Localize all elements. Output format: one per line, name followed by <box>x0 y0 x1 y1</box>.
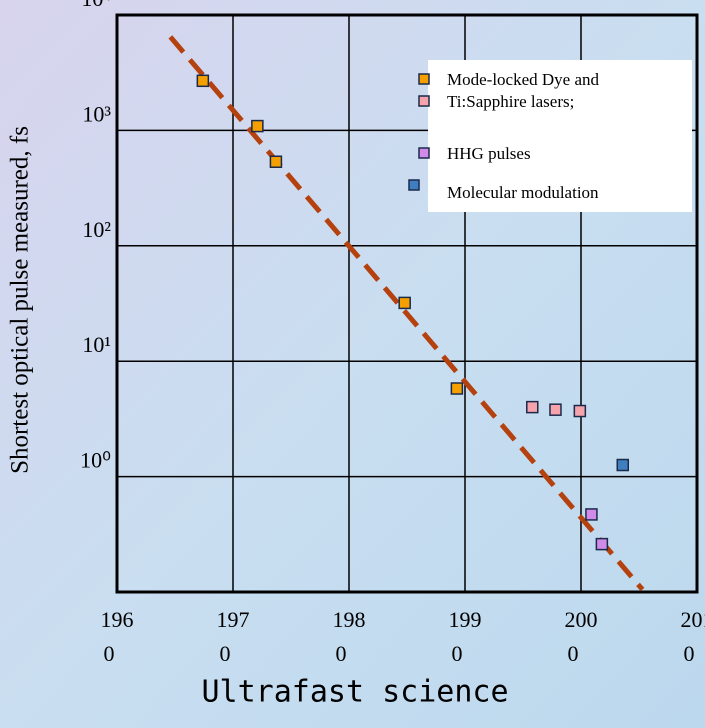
data-point <box>269 155 283 168</box>
y-tick-label: 10¹ <box>82 332 111 357</box>
x-tick-label: 197 0 <box>217 607 250 666</box>
y-tick-label: 10⁴ <box>81 0 111 11</box>
data-point <box>196 74 210 88</box>
y-tick-label: 10⁰ <box>80 448 111 473</box>
x-tick-label: 198 0 <box>333 607 366 666</box>
data-point <box>616 458 630 472</box>
x-tick-label: 2010 <box>681 607 705 666</box>
x-tick-label: 196 0 <box>101 607 134 666</box>
legend-marker <box>408 179 420 191</box>
legend: Mode-locked Dye and Ti:Sapphire lasers; HH… <box>408 60 692 212</box>
data-point <box>450 382 464 395</box>
data-point <box>251 119 264 133</box>
legend-label: HHG pulses <box>447 144 531 163</box>
legend-marker <box>418 147 430 159</box>
legend-marker <box>418 73 430 85</box>
y-tick-label: 10³ <box>82 101 111 126</box>
legend-marker <box>418 95 430 107</box>
data-point <box>573 404 587 418</box>
plot-frame <box>115 13 699 594</box>
y-tick-label: 10² <box>82 217 111 242</box>
legend-label: Mode-locked Dye and <box>447 70 600 89</box>
trend-line <box>168 35 645 592</box>
data-point <box>549 403 562 416</box>
data-point <box>398 296 411 310</box>
data-point <box>526 400 539 414</box>
data-point <box>595 537 609 551</box>
y-axis-title: Shortest optical pulse measured, fs <box>7 126 34 474</box>
x-tick-label: 199 0 <box>449 607 482 666</box>
x-tick-label: 200 0 <box>565 607 598 666</box>
legend-box <box>428 60 692 212</box>
data-point <box>585 508 598 521</box>
legend-label: Molecular modulation <box>447 183 599 202</box>
x-axis-title: Ultrafast science <box>201 675 508 710</box>
legend-label: Ti:Sapphire lasers; <box>447 92 574 111</box>
